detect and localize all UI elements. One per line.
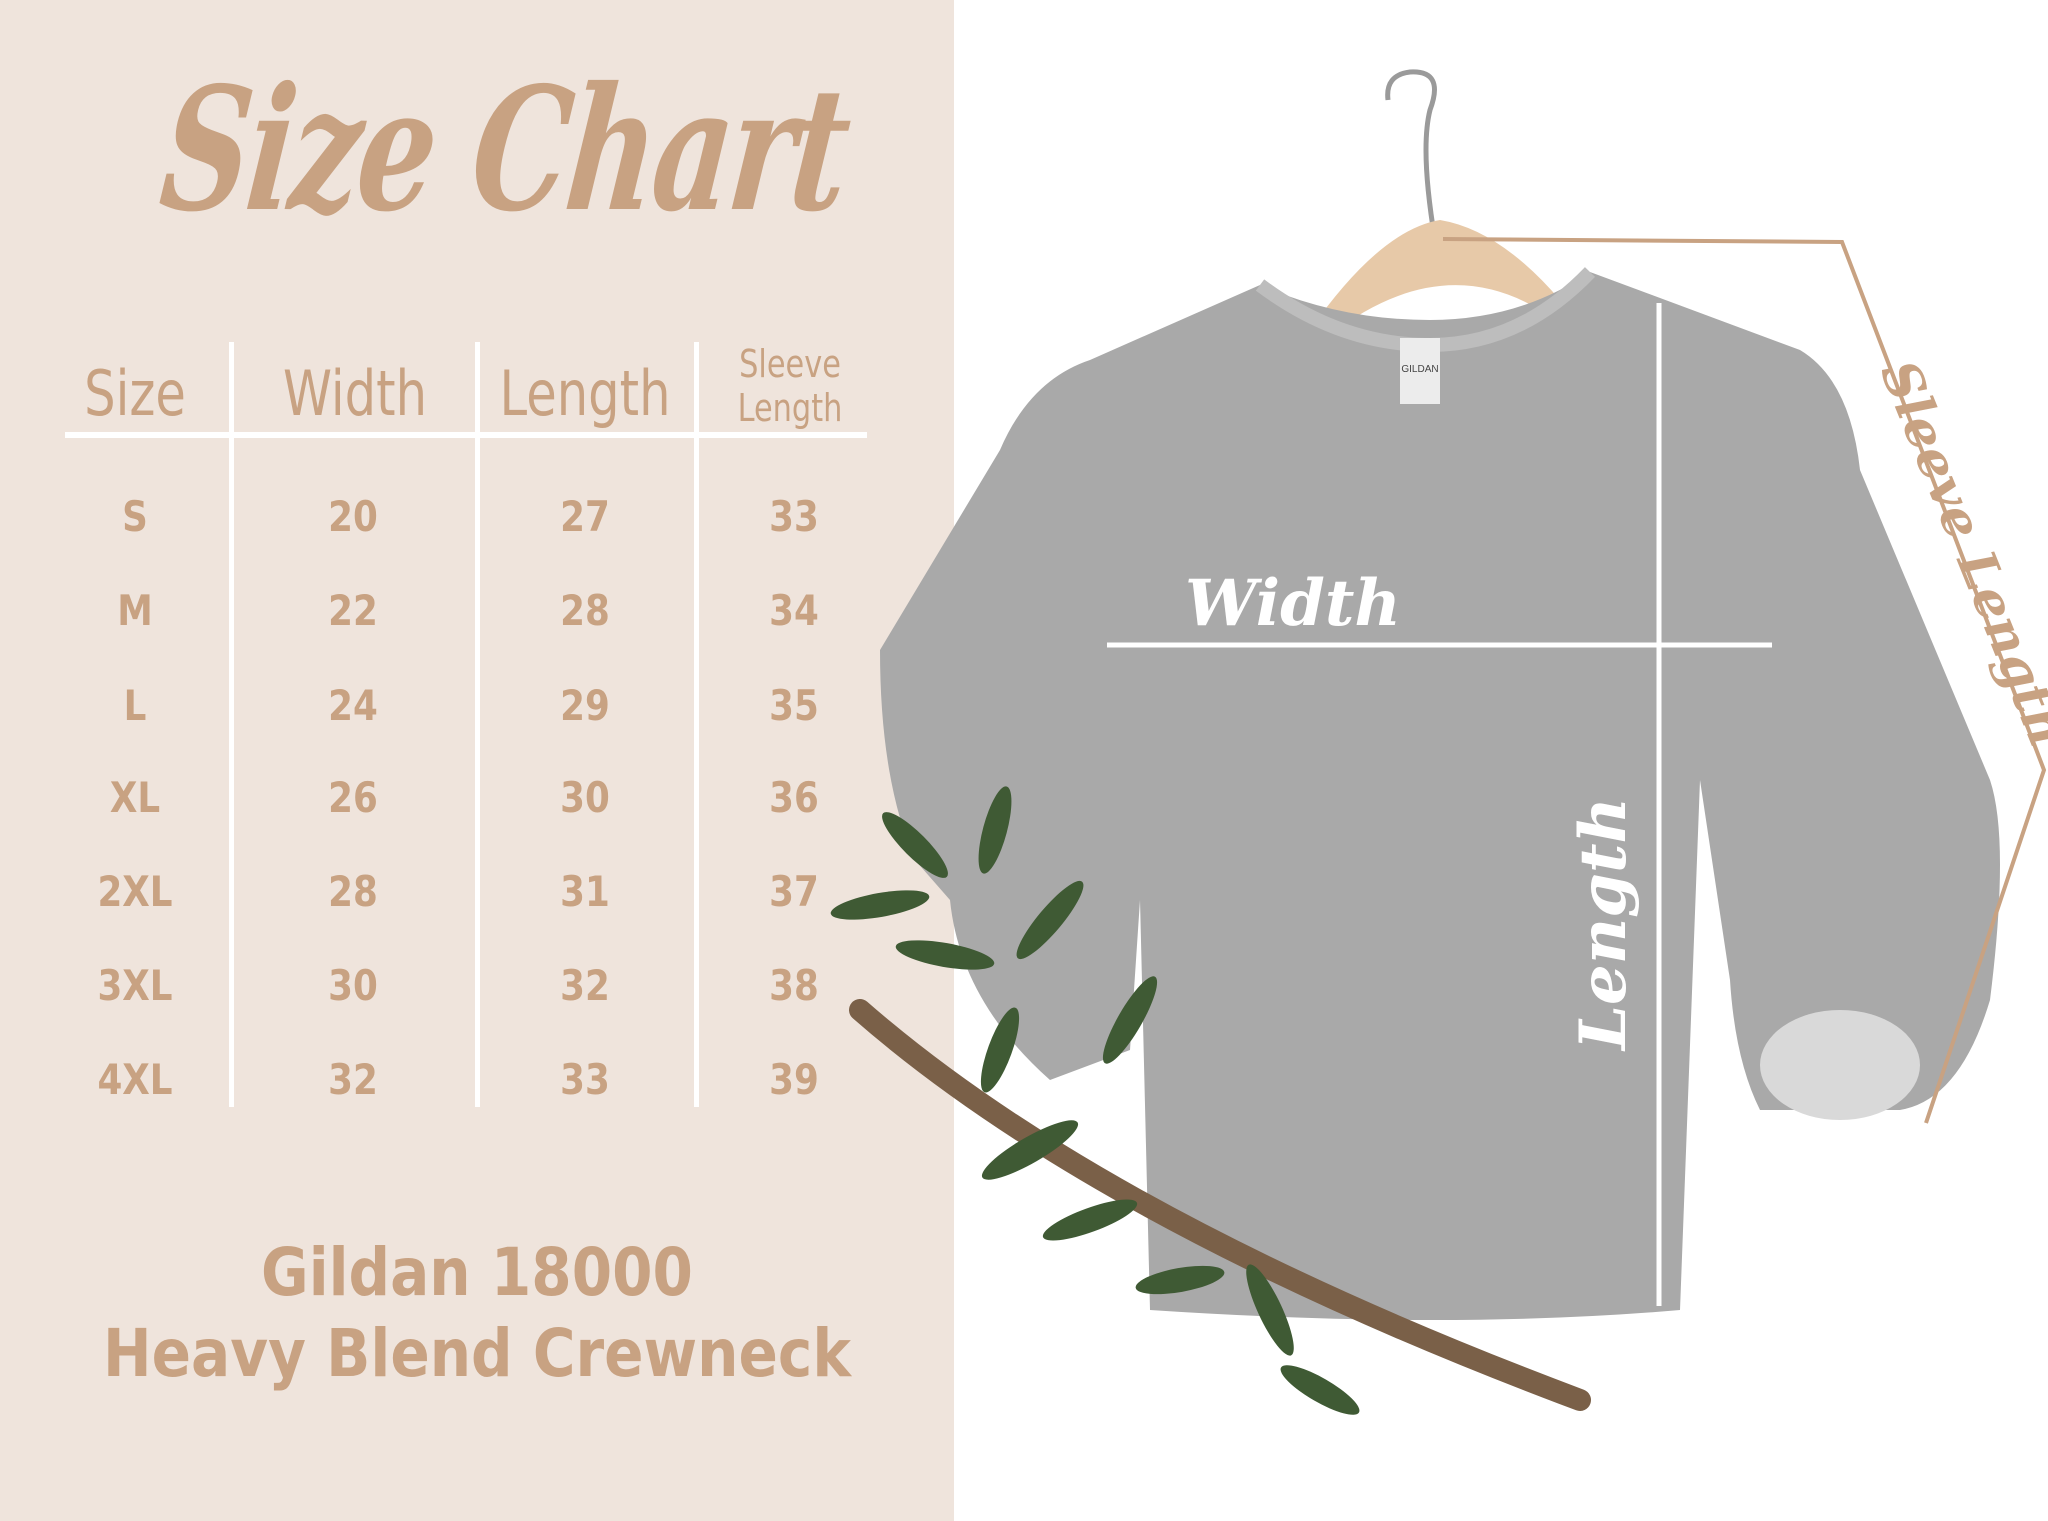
measurement-cell: 28	[560, 586, 610, 635]
measurement-cell: 38	[769, 961, 819, 1010]
measurement-cell: 20	[328, 492, 378, 541]
column-divider	[694, 342, 699, 1107]
header-length: Length	[499, 357, 671, 430]
measurement-cell: 34	[769, 586, 819, 635]
size-cell: XL	[109, 773, 161, 822]
measurement-cell: 26	[328, 773, 378, 822]
measurement-cell: 35	[769, 681, 819, 730]
size-cell: L	[123, 681, 147, 730]
measurement-cell: 39	[769, 1055, 819, 1104]
gildan-tag	[1400, 338, 1440, 404]
size-cell: S	[122, 492, 148, 541]
measurement-cell: 22	[328, 586, 378, 635]
measurement-cell: 32	[560, 961, 610, 1010]
header-size: Size	[84, 357, 186, 430]
measurement-cell: 24	[328, 681, 378, 730]
header-sleeve-length: Sleeve Length	[718, 336, 862, 430]
measurement-cell: 29	[560, 681, 610, 730]
size-cell: 2XL	[97, 867, 173, 916]
measurement-cell: 30	[560, 773, 610, 822]
hanger-icon	[1310, 220, 1560, 335]
leaves-icon	[830, 786, 1360, 1415]
measurement-cell: 37	[769, 867, 819, 916]
cuff-icon	[1760, 1010, 1920, 1120]
product-name: Heavy Blend Crewneck	[103, 1315, 851, 1392]
column-divider	[229, 342, 234, 1107]
length-label: Length	[1566, 797, 1641, 1052]
tag-brand: GILDAN	[1401, 364, 1438, 375]
measurement-cell: 30	[328, 961, 378, 1010]
size-cell: 3XL	[97, 961, 173, 1010]
header-sleeve-line1: Sleeve	[739, 342, 841, 386]
size-cell: M	[117, 586, 153, 635]
size-chart-panel: Size Chart Size Width Length Sleeve Leng…	[0, 0, 954, 1521]
sleeve-measure-line	[1442, 237, 2047, 1124]
branch-icon	[849, 999, 1591, 1411]
measurement-cell: 36	[769, 773, 819, 822]
header-divider	[65, 432, 867, 438]
measurement-cell: 27	[560, 492, 610, 541]
measurement-cell: 31	[560, 867, 610, 916]
measurement-cell: 33	[769, 492, 819, 541]
measurement-cell: 32	[328, 1055, 378, 1104]
sweatshirt-icon	[880, 272, 2000, 1320]
measurement-cell: 33	[560, 1055, 610, 1104]
product-model: Gildan 18000	[261, 1234, 693, 1311]
column-divider	[475, 342, 480, 1107]
measurement-cell: 28	[328, 867, 378, 916]
header-sleeve-line2: Length	[737, 386, 843, 430]
size-cell: 4XL	[97, 1055, 173, 1104]
header-width: Width	[282, 357, 428, 430]
hanger-hook-icon	[1385, 69, 1438, 241]
width-label: Width	[1185, 566, 1401, 641]
